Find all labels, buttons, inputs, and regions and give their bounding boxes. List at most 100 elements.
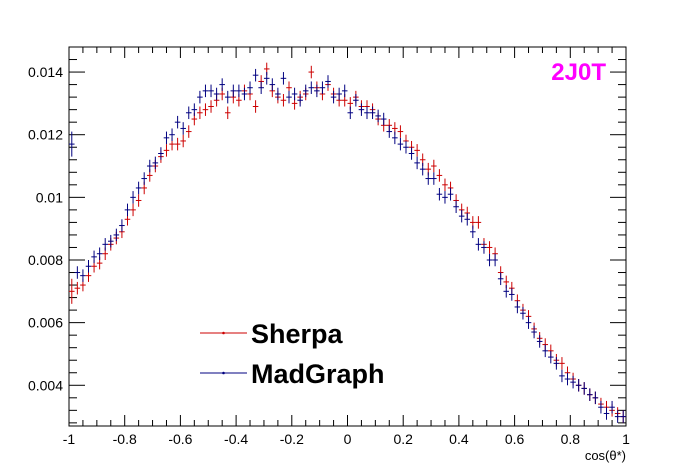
sherpa-point bbox=[163, 144, 170, 157]
madgraph-point bbox=[559, 369, 565, 383]
x-tick-label: -0.2 bbox=[280, 431, 304, 447]
madgraph-point bbox=[152, 156, 159, 170]
madgraph-point bbox=[158, 147, 164, 160]
sherpa-point bbox=[486, 241, 493, 254]
madgraph-point bbox=[85, 259, 92, 273]
madgraph-point bbox=[141, 172, 147, 185]
madgraph-point bbox=[525, 316, 532, 329]
madgraph-point bbox=[614, 410, 621, 423]
madgraph-point bbox=[219, 78, 225, 91]
madgraph-point bbox=[481, 241, 487, 254]
x-tick-label: -1 bbox=[63, 431, 76, 447]
madgraph-point bbox=[492, 253, 498, 267]
madgraph-point bbox=[392, 131, 398, 145]
madgraph-point bbox=[503, 285, 510, 298]
madgraph-point bbox=[447, 187, 454, 201]
madgraph-point bbox=[241, 87, 248, 101]
madgraph-point bbox=[380, 112, 387, 126]
madgraph-point bbox=[291, 87, 298, 101]
madgraph-point bbox=[191, 103, 198, 116]
madgraph-point bbox=[102, 238, 108, 251]
madgraph-point bbox=[336, 87, 342, 101]
y-tick-label: 0.01 bbox=[36, 189, 63, 205]
sherpa-point bbox=[69, 278, 75, 304]
madgraph-point bbox=[548, 350, 554, 364]
madgraph-point bbox=[403, 140, 409, 154]
madgraph-point bbox=[475, 238, 482, 251]
madgraph-point bbox=[436, 187, 443, 201]
madgraph-point bbox=[536, 335, 543, 348]
madgraph-point bbox=[208, 84, 214, 98]
madgraph-point bbox=[314, 84, 320, 98]
madgraph-point bbox=[603, 407, 610, 420]
data-marks bbox=[69, 62, 626, 423]
y-tick-label: 0.006 bbox=[28, 315, 63, 331]
x-tick-label: 0 bbox=[344, 431, 352, 447]
sherpa-point bbox=[135, 194, 142, 207]
sherpa-point bbox=[74, 281, 81, 295]
x-tick-label: -0.4 bbox=[224, 431, 248, 447]
madgraph-point bbox=[486, 253, 493, 267]
x-tick-label: 0.6 bbox=[505, 431, 525, 447]
sherpa-point bbox=[185, 125, 192, 138]
madgraph-point bbox=[509, 288, 515, 301]
sherpa-point bbox=[436, 169, 443, 182]
madgraph-point bbox=[91, 250, 97, 264]
x-tick-label: 0.8 bbox=[561, 431, 581, 447]
sherpa-point bbox=[174, 137, 181, 151]
madgraph-point bbox=[269, 78, 276, 91]
madgraph-point bbox=[113, 228, 120, 242]
madgraph-point bbox=[96, 247, 103, 260]
madgraph-point bbox=[236, 84, 242, 98]
madgraph-point bbox=[453, 200, 459, 214]
sherpa-point bbox=[442, 178, 448, 192]
y-tick-label: 0.004 bbox=[28, 377, 63, 393]
madgraph-point bbox=[542, 344, 549, 358]
category-tag: 2J0T bbox=[551, 59, 606, 86]
madgraph-point bbox=[146, 159, 153, 173]
madgraph-point bbox=[375, 109, 381, 123]
madgraph-point bbox=[319, 81, 326, 94]
madgraph-point bbox=[386, 125, 393, 138]
madgraph-point bbox=[587, 388, 593, 401]
sherpa-point bbox=[559, 357, 565, 370]
madgraph-point bbox=[520, 306, 526, 320]
y-tick-label: 0.014 bbox=[28, 64, 63, 80]
madgraph-point bbox=[592, 391, 599, 405]
x-tick-label: 1 bbox=[622, 431, 630, 447]
madgraph-point bbox=[531, 325, 537, 339]
madgraph-point bbox=[442, 191, 448, 204]
x-tick-label: 0.4 bbox=[449, 431, 469, 447]
madgraph-point bbox=[302, 84, 309, 98]
sherpa-point bbox=[397, 125, 404, 138]
legend-label-madgraph: MadGraph bbox=[251, 359, 385, 389]
madgraph-point bbox=[353, 93, 359, 107]
sherpa-point bbox=[414, 144, 420, 157]
madgraph-point bbox=[347, 106, 354, 120]
sherpa-point bbox=[224, 106, 231, 120]
madgraph-point bbox=[263, 72, 270, 85]
sherpa-point bbox=[202, 103, 209, 116]
legend-marker-sherpa bbox=[222, 331, 225, 335]
madgraph-point bbox=[169, 128, 175, 141]
sherpa-point bbox=[280, 93, 287, 107]
madgraph-point bbox=[514, 300, 521, 314]
madgraph-point bbox=[135, 181, 142, 195]
madgraph-point bbox=[564, 372, 571, 386]
madgraph-point bbox=[130, 191, 136, 204]
madgraph-point bbox=[369, 106, 376, 120]
axes: -1 -0.8 -0.6 -0.4 -0.2 0 0.2 0.4 0.6 0.8 1 0.004 0.0… bbox=[28, 46, 630, 447]
sherpa-point bbox=[431, 159, 437, 173]
madgraph-point bbox=[286, 90, 292, 104]
madgraph-point bbox=[80, 269, 86, 282]
x-tick-label: -0.8 bbox=[113, 431, 137, 447]
madgraph-point bbox=[74, 266, 81, 279]
madgraph-point bbox=[180, 122, 186, 135]
madgraph-point bbox=[419, 162, 426, 176]
legend-entry-madgraph: MadGraph bbox=[200, 359, 385, 389]
madgraph-point bbox=[107, 234, 114, 248]
madgraph-point bbox=[575, 379, 582, 392]
legend: Sherpa MadGraph bbox=[200, 319, 385, 389]
madgraph-point bbox=[470, 225, 476, 239]
madgraph-point bbox=[458, 209, 465, 223]
